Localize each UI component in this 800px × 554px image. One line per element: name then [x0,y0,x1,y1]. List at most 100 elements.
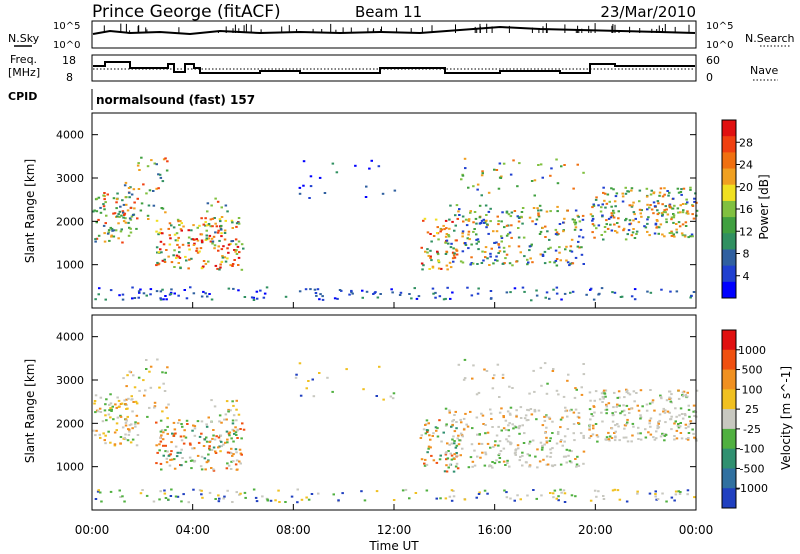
echo-cell [480,174,484,177]
echo-cell [208,447,211,450]
echo-cell [684,414,687,417]
echo-cell [614,205,617,208]
echo-cell [451,257,455,260]
echo-cell [652,201,656,204]
echo-cell [471,460,475,463]
echo-cell [655,430,658,433]
echo-cell [125,408,128,410]
echo-cell [497,187,501,190]
echo-cell [639,438,643,441]
echo-cell [132,401,135,403]
echo-cell [488,464,492,467]
echo-cell [516,444,520,447]
echo-cell [541,444,544,447]
echo-cell [165,169,169,172]
echo-cell [109,407,112,410]
echo-cell [452,247,455,250]
echo-cell [539,253,542,256]
echo-cell [630,234,634,237]
echo-cell [685,437,688,440]
echo-cell [218,420,221,423]
echo-cell [227,251,230,254]
echo-cell [656,219,659,222]
echo-cell [187,242,190,244]
echo-cell [464,218,468,221]
echo-cell [223,418,226,421]
echo-cell [582,263,585,265]
echo-cell [465,423,468,426]
echo-cell [146,214,150,217]
beam-title: Beam 11 [355,3,422,21]
echo-cell [687,212,690,215]
echo-cell [212,446,216,449]
echo-cell [202,223,205,226]
echo-cell [509,406,513,409]
echo-cell [190,467,193,470]
echo-cell [139,492,143,495]
echo-cell [624,424,627,427]
echo-cell [523,432,526,435]
echo-cell [693,415,696,417]
echo-cell [615,405,618,408]
echo-cell [209,240,213,243]
echo-cell [125,385,128,388]
echo-cell [491,377,495,380]
echo-cell [341,492,344,495]
echo-cell [679,491,682,493]
echo-cell [461,235,464,238]
echo-cell [511,264,514,267]
echo-cell [535,418,538,421]
echo-cell [131,214,135,216]
echo-cell [663,209,666,212]
echo-cell [447,234,450,236]
echo-cell [522,236,526,239]
echo-cell [240,243,244,246]
echo-cell [152,190,155,192]
freq-left-tick-bottom: 8 [66,71,73,84]
echo-cell [302,160,306,163]
echo-cell [681,223,685,226]
echo-cell [117,222,120,225]
echo-cell [575,465,578,468]
echo-cell [656,424,659,427]
echo-cell [475,242,478,245]
echo-cell [425,429,429,432]
echo-cell [436,427,439,430]
echo-cell [167,227,170,230]
echo-cell [580,393,584,396]
echo-cell [437,261,441,264]
echo-cell [157,187,160,190]
echo-cell [560,491,563,494]
echo-cell [217,436,221,439]
echo-cell [182,493,185,496]
echo-cell [556,233,559,236]
echo-cell [680,437,684,440]
echo-cell [97,489,100,492]
echo-cell [498,411,502,414]
echo-cell [131,427,134,430]
echo-cell [545,441,549,444]
echo-cell [663,187,666,190]
echo-cell [658,419,661,422]
echo-cell [425,463,429,466]
echo-cell [168,222,172,225]
echo-cell [668,398,671,400]
echo-cell [477,240,480,243]
echo-cell [501,262,505,265]
echo-cell [178,251,181,254]
echo-cell [636,492,639,495]
echo-cell [639,389,643,392]
echo-cell [480,194,483,197]
echo-cell [176,218,180,221]
echo-cell [613,488,617,491]
echo-cell [167,454,171,457]
echo-cell [495,230,499,233]
echo-cell [122,377,125,380]
echo-cell [208,234,212,237]
echo-cell [550,167,553,170]
echo-cell [200,468,204,471]
echo-cell [518,432,521,435]
echo-cell [677,389,680,392]
echo-cell [691,235,694,238]
echo-cell [618,404,621,407]
